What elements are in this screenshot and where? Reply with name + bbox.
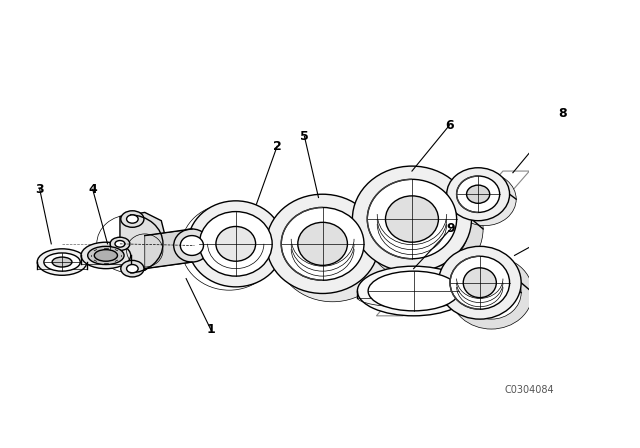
Ellipse shape	[379, 189, 468, 269]
Ellipse shape	[37, 249, 87, 275]
Ellipse shape	[127, 215, 138, 223]
Ellipse shape	[121, 260, 144, 277]
Text: C0304084: C0304084	[504, 385, 554, 395]
Ellipse shape	[367, 179, 456, 259]
Ellipse shape	[44, 253, 80, 271]
Ellipse shape	[81, 242, 131, 269]
Ellipse shape	[266, 194, 379, 293]
Ellipse shape	[52, 257, 72, 267]
Text: 1: 1	[207, 323, 215, 336]
Ellipse shape	[127, 264, 138, 273]
Text: 2: 2	[273, 140, 282, 153]
Ellipse shape	[461, 266, 521, 319]
Ellipse shape	[438, 246, 521, 319]
Ellipse shape	[281, 207, 364, 280]
Ellipse shape	[357, 266, 470, 316]
Ellipse shape	[463, 268, 497, 297]
Text: 6: 6	[445, 119, 454, 132]
Ellipse shape	[94, 250, 118, 261]
Text: 9: 9	[447, 223, 455, 236]
Ellipse shape	[188, 201, 284, 287]
Ellipse shape	[385, 196, 438, 242]
Text: 8: 8	[558, 107, 567, 120]
Ellipse shape	[456, 176, 500, 212]
Polygon shape	[145, 229, 195, 269]
Ellipse shape	[180, 236, 204, 255]
Ellipse shape	[453, 173, 516, 226]
Text: 4: 4	[88, 183, 97, 196]
Ellipse shape	[291, 216, 374, 289]
Ellipse shape	[467, 185, 490, 203]
Ellipse shape	[216, 227, 255, 261]
Ellipse shape	[353, 166, 472, 272]
Ellipse shape	[88, 246, 124, 264]
Ellipse shape	[200, 211, 272, 276]
Ellipse shape	[276, 202, 388, 302]
Ellipse shape	[115, 241, 125, 247]
Ellipse shape	[368, 271, 459, 311]
Text: 3: 3	[35, 183, 44, 196]
Ellipse shape	[298, 222, 348, 265]
Text: 5: 5	[300, 130, 308, 143]
Ellipse shape	[110, 237, 130, 250]
Ellipse shape	[364, 176, 483, 282]
Ellipse shape	[463, 181, 506, 217]
Ellipse shape	[450, 256, 532, 329]
Ellipse shape	[450, 256, 509, 309]
Ellipse shape	[121, 211, 144, 227]
Ellipse shape	[447, 168, 509, 221]
Ellipse shape	[173, 229, 210, 262]
Polygon shape	[120, 212, 166, 270]
